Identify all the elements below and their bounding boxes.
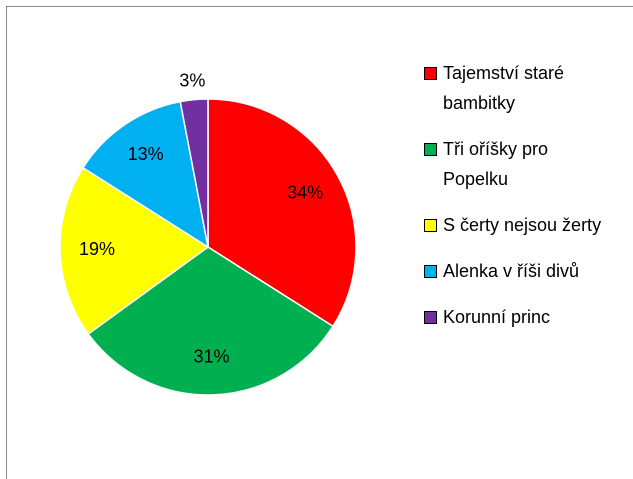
legend: Tajemství staré bambitky Tři oříšky pro P… <box>424 58 624 348</box>
pie-slice <box>87 246 334 396</box>
data-label: 31% <box>193 347 229 367</box>
pie-slice <box>207 98 357 328</box>
legend-item: Korunní princ <box>424 302 624 332</box>
legend-label: Korunní princ <box>443 307 551 327</box>
legend-item: Tři oříšky pro Popelku <box>424 134 624 194</box>
chart-frame <box>6 6 633 479</box>
legend-swatch <box>424 67 437 80</box>
legend-swatch <box>424 311 437 324</box>
legend-label: Tři oříšky pro Popelku <box>443 139 549 189</box>
legend-item: Tajemství staré bambitky <box>424 58 624 118</box>
pie-slice <box>59 166 210 336</box>
pie-slice <box>82 100 210 249</box>
legend-swatch <box>424 265 437 278</box>
legend-label: Tajemství staré bambitky <box>443 63 565 113</box>
legend-swatch <box>424 143 437 156</box>
legend-label: Alenka v říši divů <box>443 261 580 281</box>
data-label: 34% <box>287 182 323 202</box>
data-label: 19% <box>79 239 115 259</box>
data-label: 3% <box>179 70 205 90</box>
pie-slice <box>179 98 209 248</box>
data-label: 13% <box>128 144 164 164</box>
legend-label: S čerty nejsou žerty <box>443 215 602 235</box>
legend-item: Alenka v říši divů <box>424 256 624 286</box>
legend-swatch <box>424 219 437 232</box>
legend-item: S čerty nejsou žerty <box>424 210 624 240</box>
